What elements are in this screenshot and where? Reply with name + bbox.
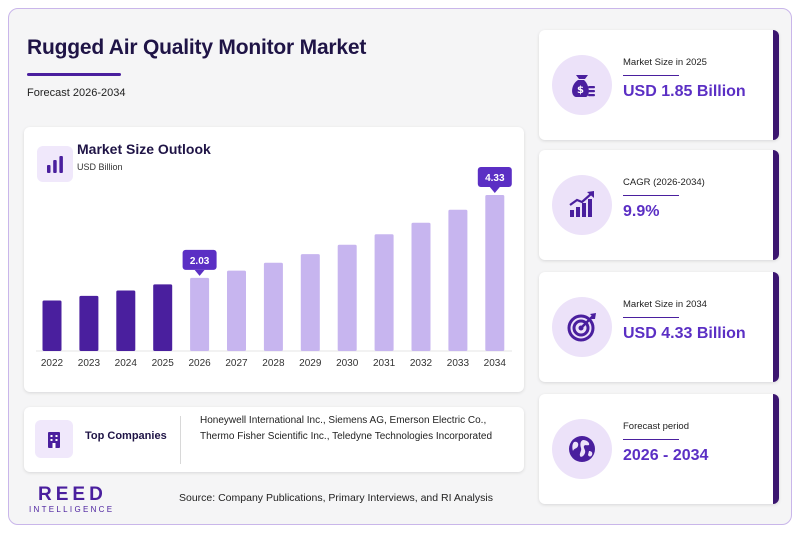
stat-value: 2026 - 2034 [623,447,709,464]
callout-2026: 2.03 [182,249,217,276]
logo-reed: REED [38,484,107,505]
svg-text:$: $ [577,85,584,96]
bar-2028 [263,262,283,351]
stat-card-forecast-period: Forecast period 2026 - 2034 [539,394,779,504]
x-tick-label-2022: 2022 [41,358,64,369]
page-title: Rugged Air Quality Monitor Market [27,36,367,59]
target-icon [552,297,612,357]
stat-value: USD 4.33 Billion [623,325,746,342]
money-bag-icon: $ [552,55,612,115]
stat-label: Market Size in 2034 [623,299,707,310]
callout-label-2034: 4.33 [485,173,505,184]
x-tick-label-2027: 2027 [225,358,248,369]
bar-2026 [190,277,210,351]
stat-divider [623,439,679,440]
top-companies-card [24,407,524,472]
x-tick-label-2025: 2025 [152,358,175,369]
globe-icon [552,419,612,479]
stat-label: Forecast period [623,421,690,432]
growth-chart-icon [552,175,612,235]
companies-divider [180,416,181,464]
x-tick-label-2023: 2023 [78,358,101,369]
x-tick-label-2026: 2026 [188,358,211,369]
bar-chart-icon [37,146,73,182]
chart-title: Market Size Outlook [77,141,211,157]
bar-2022 [42,300,62,351]
bar-2023 [79,295,99,351]
x-tick-label-2031: 2031 [373,358,396,369]
bar-2029 [300,254,320,351]
bar-2025 [153,284,173,351]
stat-card-market-2034: Market Size in 2034 USD 4.33 Billion [539,272,779,382]
stat-card-market-2025: $ Market Size in 2025 USD 1.85 Billion [539,30,779,140]
bar-2031 [374,234,394,351]
logo-intelligence: INTELLIGENCE [29,505,115,514]
page-subtitle: Forecast 2026-2034 [27,87,126,99]
x-tick-label-2033: 2033 [447,358,470,369]
stat-divider [623,75,679,76]
x-tick-label-2029: 2029 [299,358,322,369]
bar-chart: 2022 2023 2024 2025 2026 2027 2028 2029 2030 2031… [36,167,512,369]
bar-2032 [411,222,431,351]
chart-unit-label: USD Billion [77,162,123,172]
x-tick-label-2024: 2024 [115,358,138,369]
stat-value: 9.9% [623,203,660,220]
stat-label: CAGR (2026-2034) [623,177,705,188]
source-note: Source: Company Publications, Primary In… [179,492,493,504]
x-tick-label-2028: 2028 [262,358,285,369]
stat-value: USD 1.85 Billion [623,83,746,100]
stat-divider [623,317,679,318]
building-icon [35,420,73,458]
top-companies-list: Honeywell International Inc., Siemens AG… [200,415,493,442]
bar-2034 [485,195,505,351]
stat-divider [623,195,679,196]
bar-2030 [337,244,357,351]
callout-label-2026: 2.03 [190,256,210,267]
x-tick-label-2032: 2032 [410,358,433,369]
x-tick-label-2030: 2030 [336,358,359,369]
title-underline [27,73,121,76]
stat-card-cagr: CAGR (2026-2034) 9.9% [539,150,779,260]
top-companies-label: Top Companies [85,430,167,442]
stat-label: Market Size in 2025 [623,57,707,68]
x-tick-label-2034: 2034 [484,358,507,369]
callout-2034: 4.33 [477,167,512,193]
bar-2033 [448,209,468,351]
bar-2024 [116,290,136,351]
bar-2027 [227,270,246,351]
